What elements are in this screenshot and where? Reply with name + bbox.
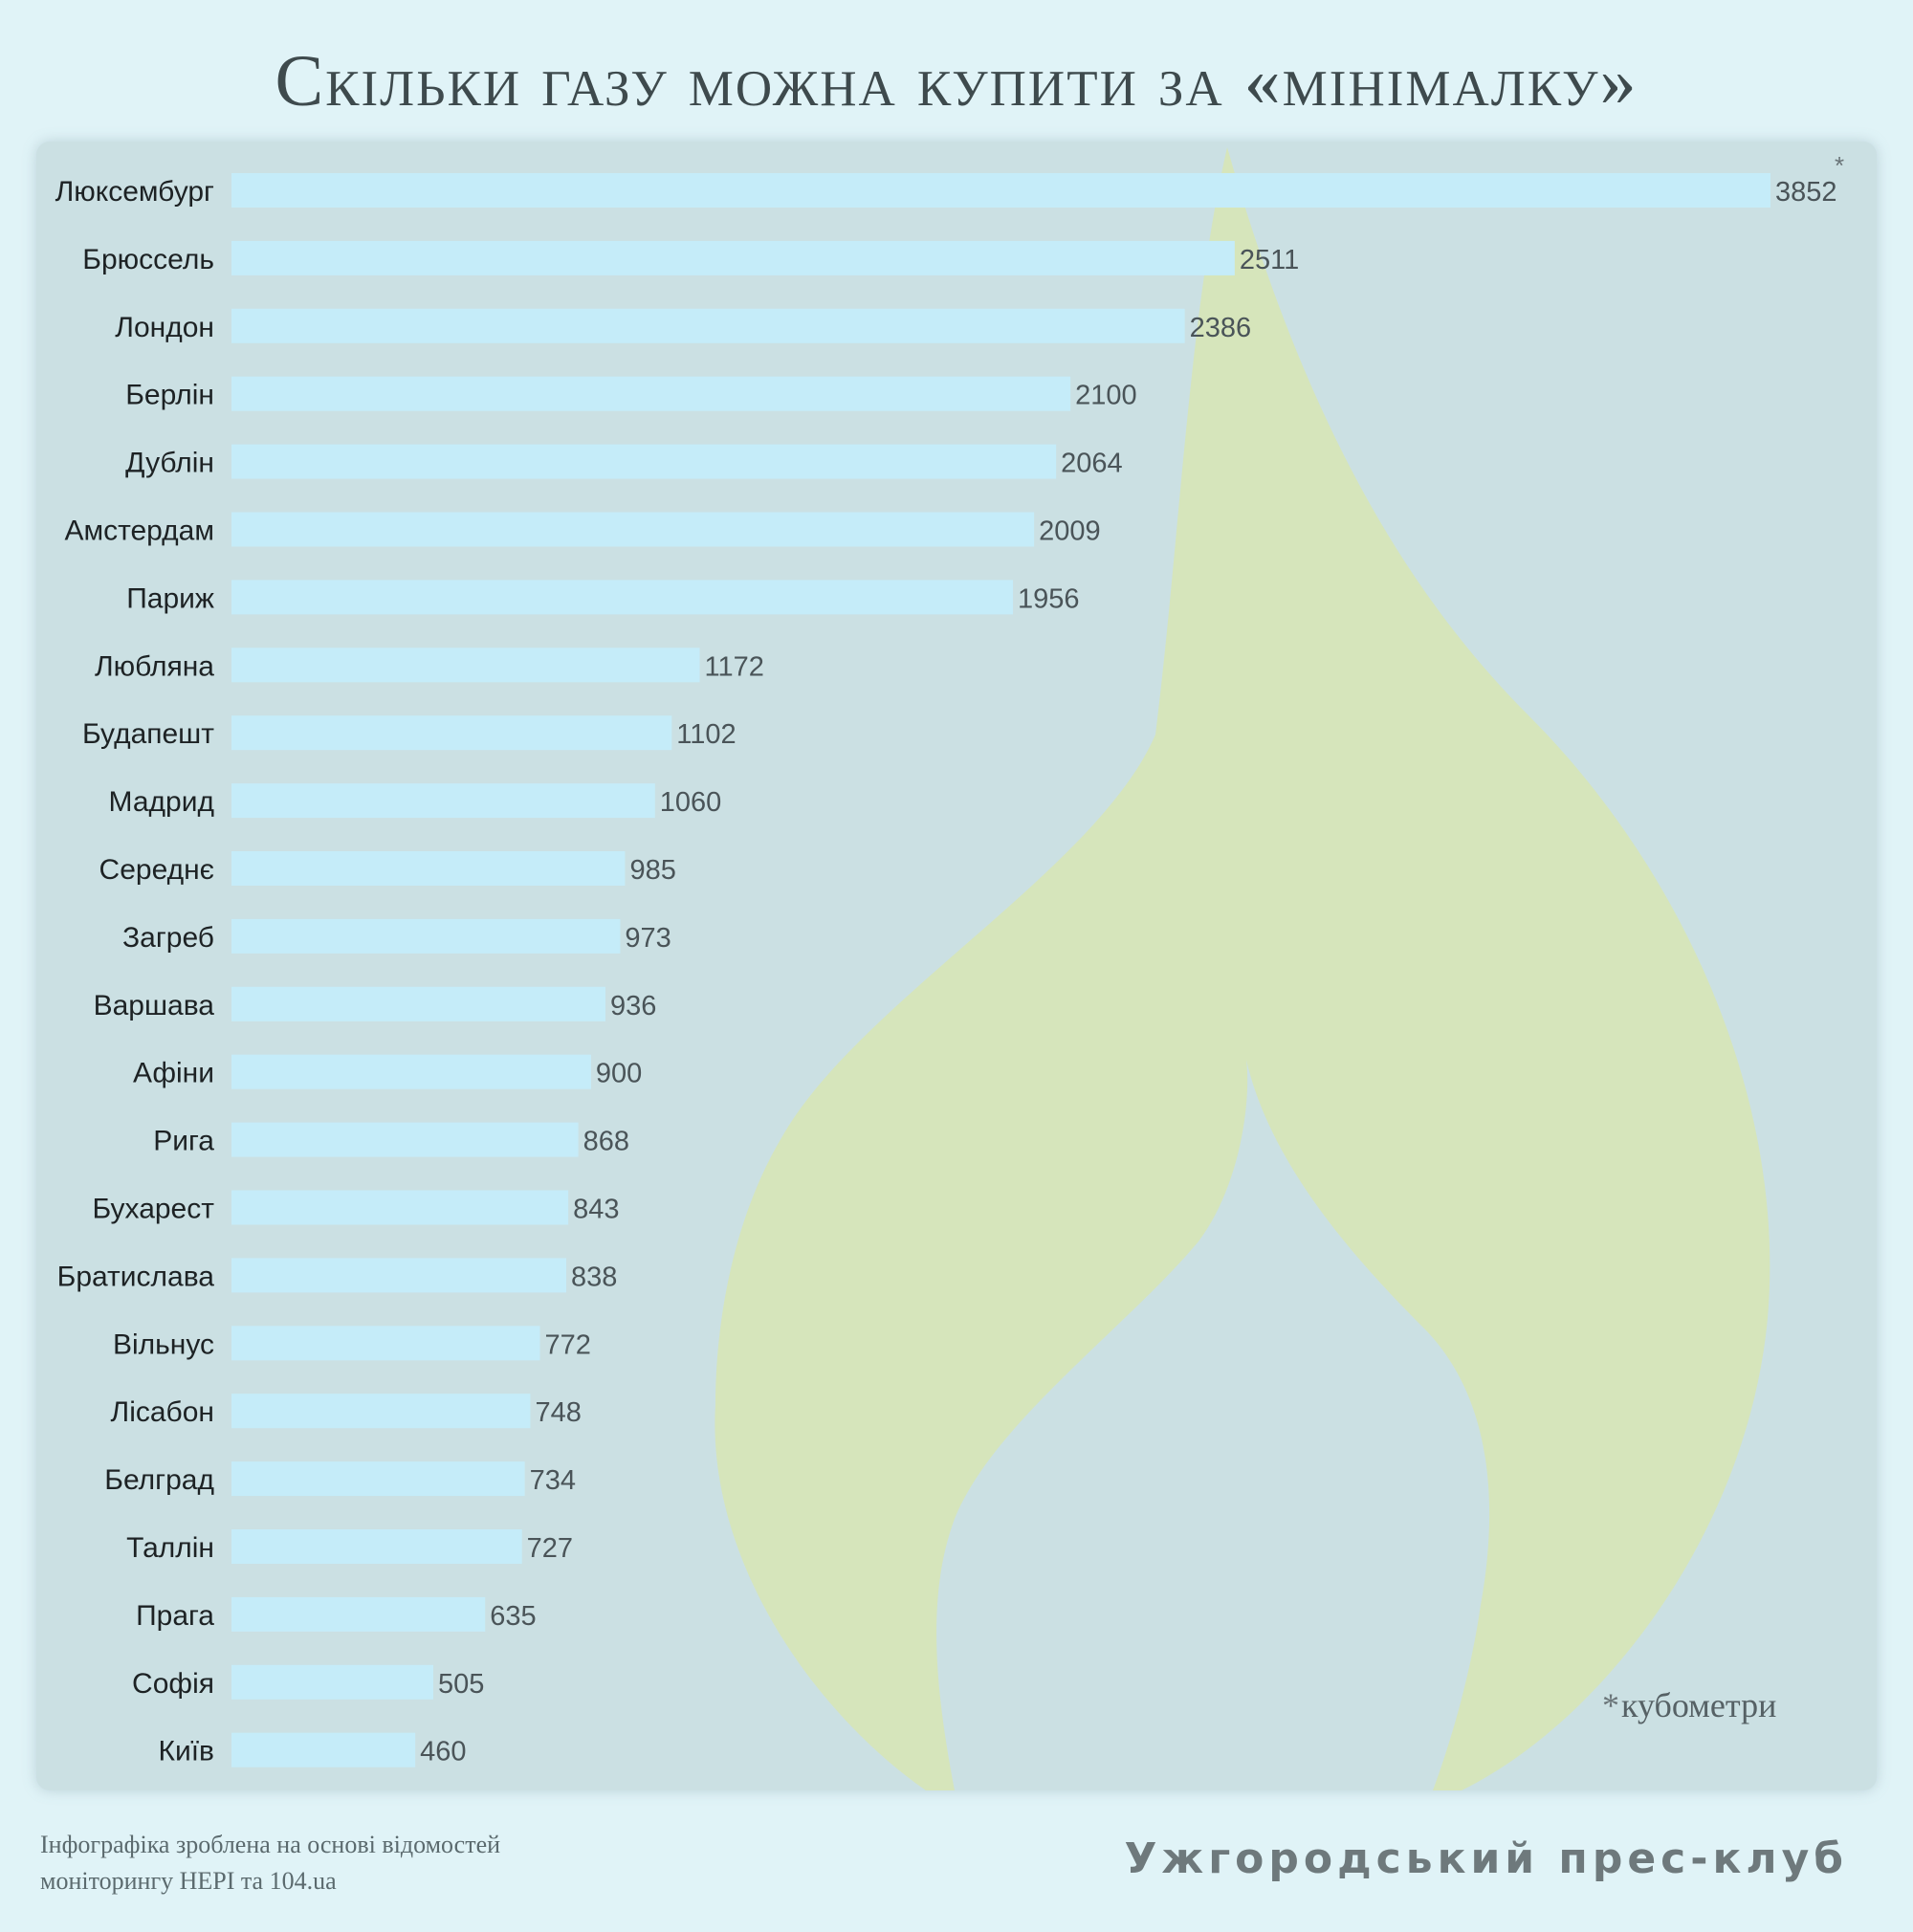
bar: [231, 851, 626, 886]
value-label: 3852: [1775, 177, 1837, 208]
bar: [231, 1190, 569, 1225]
bar: [231, 512, 1035, 547]
category-label: Рига: [153, 1126, 214, 1157]
category-label: Люксембург: [55, 176, 214, 208]
bar: [231, 1529, 522, 1564]
value-label: 2386: [1190, 313, 1252, 343]
value-label: 2009: [1039, 516, 1101, 547]
bar: [231, 308, 1185, 343]
bar-chart: Люксембург 3852 Брюссель 2511 Лондон 2386 Берл…: [55, 173, 1837, 1767]
chart-title: Скільки газу можна купити за «мінімалку»: [275, 41, 1638, 121]
bar: [231, 1394, 531, 1429]
category-label: Таллін: [126, 1532, 214, 1564]
bar: [231, 1732, 416, 1767]
value-label: 2511: [1240, 245, 1299, 275]
category-label: Любляна: [95, 650, 214, 682]
category-label: Середнє: [99, 854, 214, 886]
value-label: 868: [583, 1127, 629, 1157]
unit-note: *кубометри: [1602, 1685, 1776, 1725]
value-label: 1172: [705, 651, 764, 682]
value-label: 900: [596, 1059, 642, 1089]
value-label: 1060: [660, 787, 722, 818]
value-label: 936: [610, 991, 656, 1021]
category-label: Бухарест: [93, 1194, 215, 1225]
category-label: Варшава: [94, 990, 215, 1021]
value-label: 2100: [1075, 381, 1137, 411]
category-label: Лісабон: [111, 1396, 214, 1428]
flame-icon: [715, 147, 1770, 1790]
value-label: 460: [420, 1737, 466, 1767]
value-label: 973: [625, 923, 671, 954]
bar: [231, 580, 1014, 615]
value-label: 635: [490, 1601, 536, 1632]
bar: [231, 783, 655, 819]
category-label: Брюссель: [82, 244, 214, 275]
source-note: Інфографіка зроблена на основі відомосте…: [40, 1827, 500, 1899]
value-label: 1956: [1018, 583, 1080, 614]
category-label: Лондон: [115, 312, 214, 343]
bar: [231, 986, 605, 1021]
value-label: 838: [571, 1262, 617, 1292]
brand-label: Ужгородський прес-клуб: [1124, 1834, 1848, 1883]
category-label: Будапешт: [82, 718, 214, 750]
bar: [231, 1122, 579, 1157]
category-label: Прага: [136, 1600, 214, 1632]
unit-note-star: *: [1602, 1686, 1619, 1724]
bar: [231, 444, 1057, 479]
category-label: Белград: [104, 1464, 214, 1496]
category-label: Братислава: [57, 1261, 215, 1292]
category-label: Вільнус: [113, 1328, 214, 1360]
category-label: Мадрид: [109, 786, 214, 818]
source-line-1: Інфографіка зроблена на основі відомосте…: [40, 1831, 501, 1858]
source-line-2: моніторингу НЕРІ та 104.ua: [40, 1867, 337, 1895]
value-label: 772: [544, 1329, 590, 1360]
category-label: Загреб: [122, 922, 214, 954]
value-label: 748: [535, 1397, 581, 1428]
value-label: 505: [438, 1669, 484, 1700]
value-label: 727: [527, 1533, 573, 1564]
value-label: 843: [573, 1195, 619, 1225]
bar: [231, 715, 672, 751]
category-label: Париж: [126, 582, 214, 614]
category-label: Софія: [132, 1668, 214, 1700]
chart-panel: Люксембург 3852 Брюссель 2511 Лондон 2386 Берл…: [36, 142, 1877, 1790]
value-label: 2064: [1061, 449, 1123, 479]
bar: [231, 376, 1071, 411]
bar: [231, 1054, 591, 1089]
bar: [231, 648, 700, 683]
bar: [231, 1596, 486, 1632]
bar: [231, 1664, 433, 1700]
category-label: Київ: [158, 1736, 214, 1767]
category-label: Берлін: [125, 380, 214, 411]
value-label: 985: [629, 855, 675, 886]
unit-label: кубометри: [1621, 1686, 1777, 1724]
unit-marker: *: [1835, 151, 1845, 180]
bar: [231, 1461, 525, 1497]
bar: [231, 240, 1235, 275]
category-label: Афіни: [133, 1058, 214, 1089]
bar: [231, 173, 1770, 208]
bar: [231, 1258, 567, 1293]
bar: [231, 1326, 540, 1361]
value-label: 1102: [676, 719, 736, 750]
bar: [231, 918, 621, 954]
category-label: Амстердам: [64, 516, 214, 547]
category-label: Дублін: [125, 448, 214, 479]
value-label: 734: [530, 1465, 576, 1496]
